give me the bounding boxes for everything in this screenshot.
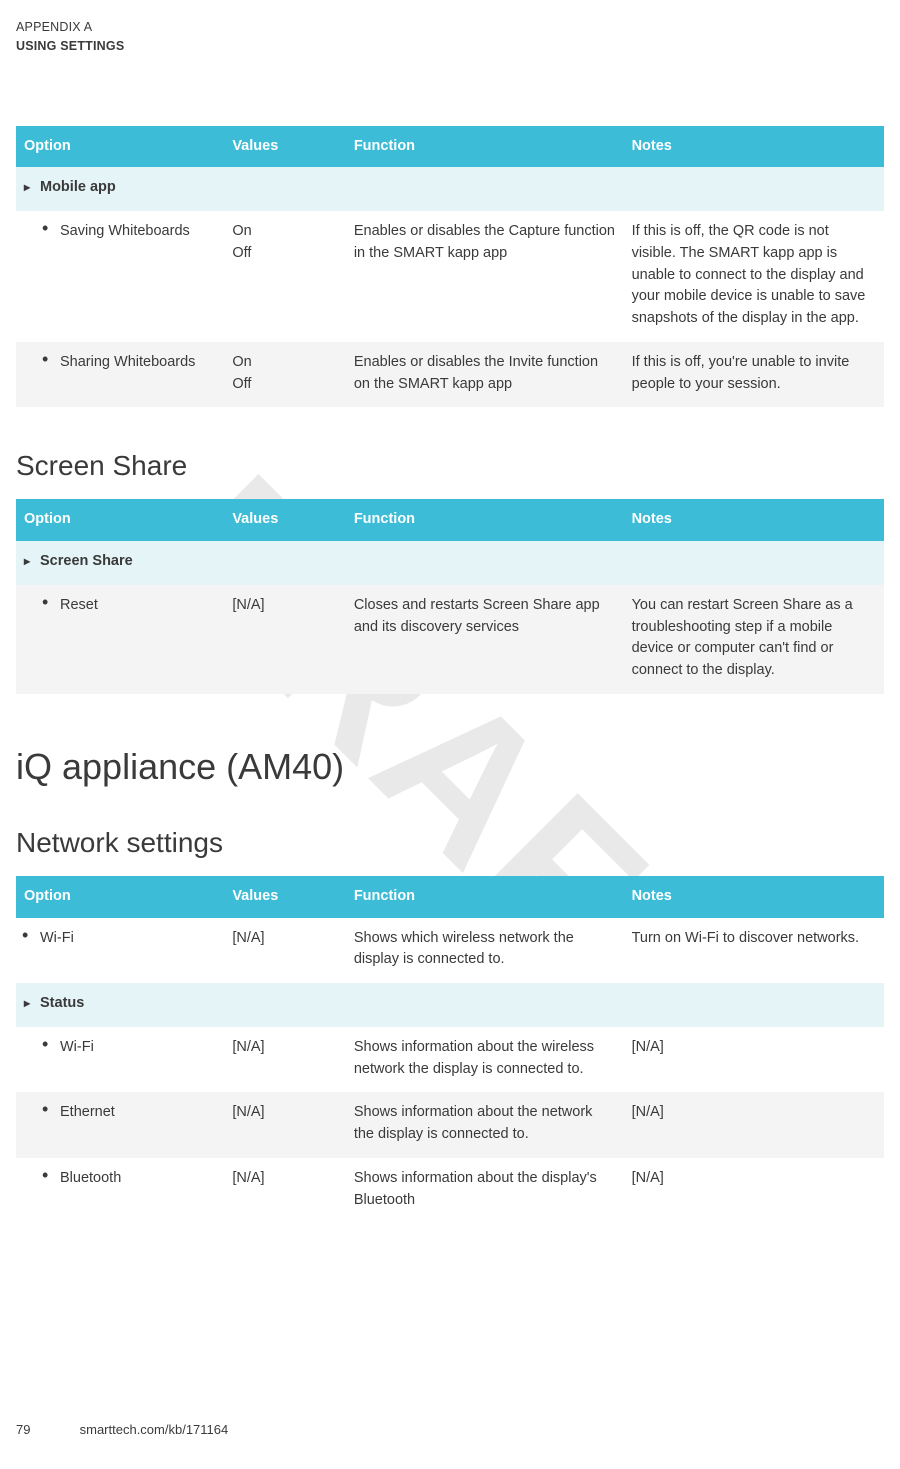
col-values: Values bbox=[224, 126, 346, 168]
col-values: Values bbox=[224, 876, 346, 918]
values-cell: [N/A] bbox=[224, 585, 346, 694]
col-option: Option bbox=[16, 126, 224, 168]
option-cell: Saving Whiteboards bbox=[16, 211, 224, 342]
col-option: Option bbox=[16, 876, 224, 918]
value: [N/A] bbox=[232, 1037, 338, 1059]
caret-icon bbox=[24, 995, 40, 1011]
col-notes: Notes bbox=[624, 126, 884, 168]
value: [N/A] bbox=[232, 928, 338, 950]
caret-icon bbox=[24, 553, 40, 569]
table-row: Bluetooth [N/A] Shows information about … bbox=[16, 1158, 884, 1224]
function-cell: Shows which wireless network the display… bbox=[346, 918, 624, 984]
function-cell: Shows information about the display's Bl… bbox=[346, 1158, 624, 1224]
notes-cell: If this is off, you're unable to invite … bbox=[624, 342, 884, 408]
page-footer: 79 smarttech.com/kb/171164 bbox=[16, 1420, 228, 1440]
network-settings-heading: Network settings bbox=[16, 822, 884, 864]
group-row: Screen Share bbox=[16, 541, 884, 585]
page-number: 79 bbox=[16, 1420, 76, 1440]
function-cell: Enables or disables the Capture function… bbox=[346, 211, 624, 342]
col-function: Function bbox=[346, 499, 624, 541]
option-cell: Reset bbox=[16, 585, 224, 694]
group-label: Status bbox=[40, 995, 84, 1011]
col-function: Function bbox=[346, 126, 624, 168]
value: Off bbox=[232, 243, 338, 265]
table-row: Wi-Fi [N/A] Shows which wireless network… bbox=[16, 918, 884, 984]
notes-cell: [N/A] bbox=[624, 1027, 884, 1093]
value: On bbox=[232, 352, 338, 374]
table-row: Sharing Whiteboards On Off Enables or di… bbox=[16, 342, 884, 408]
option-cell: Sharing Whiteboards bbox=[16, 342, 224, 408]
values-cell: On Off bbox=[224, 342, 346, 408]
caret-icon bbox=[24, 179, 40, 195]
table-row: Reset [N/A] Closes and restarts Screen S… bbox=[16, 585, 884, 694]
appendix-label: APPENDIX A bbox=[16, 18, 884, 37]
group-row: Mobile app bbox=[16, 167, 884, 211]
option-cell: Wi-Fi bbox=[16, 918, 224, 984]
values-cell: [N/A] bbox=[224, 1092, 346, 1158]
screen-share-table: Option Values Function Notes Screen Shar… bbox=[16, 499, 884, 694]
group-label: Screen Share bbox=[40, 553, 133, 569]
value: [N/A] bbox=[232, 1102, 338, 1124]
value: [N/A] bbox=[232, 595, 338, 617]
option-cell: Bluetooth bbox=[16, 1158, 224, 1224]
values-cell: [N/A] bbox=[224, 1027, 346, 1093]
notes-cell: You can restart Screen Share as a troubl… bbox=[624, 585, 884, 694]
screen-share-heading: Screen Share bbox=[16, 445, 884, 487]
page-content: APPENDIX A USING SETTINGS Option Values … bbox=[16, 18, 884, 1223]
notes-cell: Turn on Wi-Fi to discover networks. bbox=[624, 918, 884, 984]
function-cell: Closes and restarts Screen Share app and… bbox=[346, 585, 624, 694]
function-cell: Shows information about the wireless net… bbox=[346, 1027, 624, 1093]
function-cell: Shows information about the network the … bbox=[346, 1092, 624, 1158]
network-settings-table: Option Values Function Notes Wi-Fi [N/A]… bbox=[16, 876, 884, 1224]
values-cell: [N/A] bbox=[224, 1158, 346, 1224]
option-cell: Ethernet bbox=[16, 1092, 224, 1158]
value: Off bbox=[232, 374, 338, 396]
notes-cell: [N/A] bbox=[624, 1092, 884, 1158]
col-option: Option bbox=[16, 499, 224, 541]
table-row: Ethernet [N/A] Shows information about t… bbox=[16, 1092, 884, 1158]
values-cell: On Off bbox=[224, 211, 346, 342]
function-cell: Enables or disables the Invite function … bbox=[346, 342, 624, 408]
col-notes: Notes bbox=[624, 499, 884, 541]
notes-cell: If this is off, the QR code is not visib… bbox=[624, 211, 884, 342]
appendix-title: USING SETTINGS bbox=[16, 37, 884, 56]
notes-cell: [N/A] bbox=[624, 1158, 884, 1224]
values-cell: [N/A] bbox=[224, 918, 346, 984]
group-row: Status bbox=[16, 983, 884, 1027]
iq-appliance-heading: iQ appliance (AM40) bbox=[16, 740, 884, 794]
footer-url: smarttech.com/kb/171164 bbox=[80, 1422, 229, 1437]
col-values: Values bbox=[224, 499, 346, 541]
group-label: Mobile app bbox=[40, 179, 116, 195]
table-row: Saving Whiteboards On Off Enables or dis… bbox=[16, 211, 884, 342]
value: [N/A] bbox=[232, 1168, 338, 1190]
col-notes: Notes bbox=[624, 876, 884, 918]
table-row: Wi-Fi [N/A] Shows information about the … bbox=[16, 1027, 884, 1093]
mobile-app-table: Option Values Function Notes Mobile app … bbox=[16, 126, 884, 408]
option-cell: Wi-Fi bbox=[16, 1027, 224, 1093]
value: On bbox=[232, 221, 338, 243]
col-function: Function bbox=[346, 876, 624, 918]
